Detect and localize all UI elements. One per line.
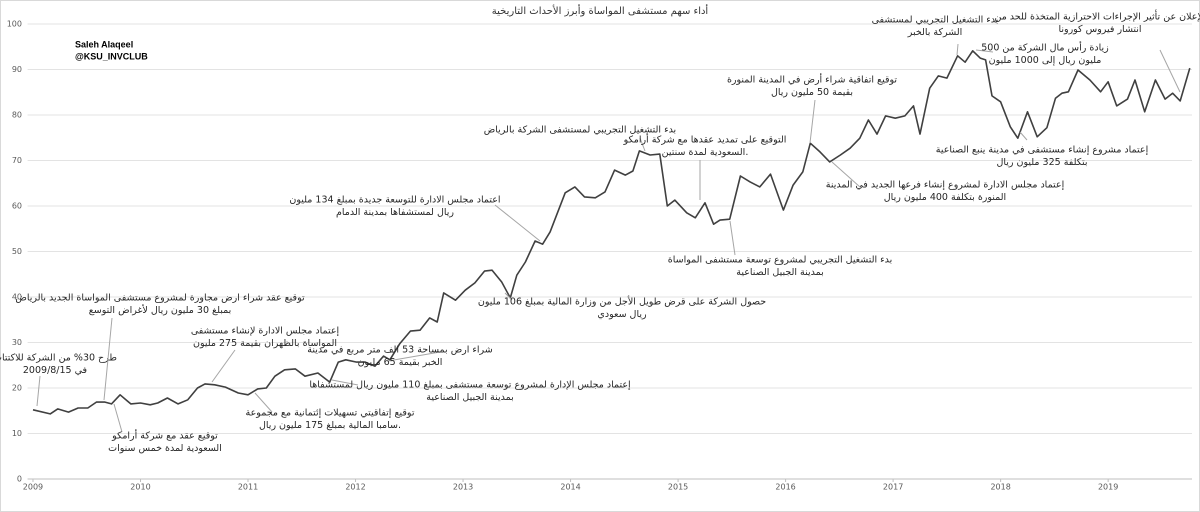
annotation: توقيع عقد شراء ارض مجاورة لمشروع مستشفى … [15, 293, 305, 304]
annotation-leader [103, 317, 113, 401]
annotation-leader [331, 379, 359, 386]
annotation: سامبا المالية بمبلغ 175 مليون ريال. [259, 420, 401, 431]
annotation-leader [975, 49, 994, 53]
annotation-leader [639, 137, 646, 152]
annotation: السعودية لمدة خمس سنوات [108, 443, 222, 454]
y-tick-label: 70 [12, 156, 22, 165]
x-tick-label: 2011 [238, 483, 258, 492]
annotation-leader [36, 375, 41, 407]
annotation-leader [211, 349, 236, 383]
x-tick-label: 2019 [1098, 483, 1118, 492]
annotation-leader [1019, 131, 1028, 141]
annotation-leader [113, 403, 123, 433]
annotation-leader [831, 161, 861, 188]
annotation: إعتماد مجلس الادارة لإنشاء مستشفى [191, 326, 340, 337]
annotation: بدء التشغيل التجريبي لمستشفى الشركة بالر… [484, 125, 676, 136]
annotation-leader [1159, 49, 1181, 93]
annotation: الخبر بقيمة 65 مليون [358, 357, 443, 368]
annotation: المواساة بالظهران بقيمة 275 مليون [193, 338, 337, 349]
annotation: بقيمة 50 مليون ريال [771, 87, 853, 98]
annotation: بدء التشغيل التجريبي لمشروع توسعة مستشفى… [668, 255, 893, 266]
annotation: توقيع اتفاقية شراء أرض في المدينة المنور… [727, 73, 897, 86]
annotation-leader [729, 220, 736, 256]
y-tick-label: 20 [12, 384, 22, 393]
annotation: طرح 30% من الشركة للاكتتاب [0, 353, 117, 364]
annotation-leader [504, 292, 513, 301]
y-tick-label: 60 [12, 202, 22, 211]
annotation: بمبلغ 30 مليون ريال لأغراض التوسع [89, 304, 232, 316]
y-tick-label: 10 [12, 429, 22, 438]
y-tick-label: 80 [12, 111, 22, 120]
price-line [32, 50, 1191, 415]
y-tick-label: 40 [12, 293, 22, 302]
annotation: الشركة بالخبر [907, 27, 963, 38]
x-tick-label: 2014 [560, 483, 580, 492]
y-tick-label: 100 [7, 20, 22, 29]
annotation: السعودية لمدة سنتين. [662, 147, 749, 158]
annotation: إعتماد مشروع إنشاء مستشفى في مدينة ينبع … [936, 145, 1149, 156]
annotation: إعتماد مجلس الادارة لمشروع إنشاء فرعها ا… [826, 180, 1065, 191]
annotation-leader [494, 204, 541, 242]
annotation: شراء ارض بمساحة 53 الف متر مربع في مدينة [307, 345, 493, 356]
annotation: بدء التشغيل التجريبي لمستشفى [872, 15, 999, 26]
annotation: حصول الشركة على قرض طويل الأجل من وزارة … [478, 296, 766, 308]
annotation-leader [956, 43, 959, 56]
annotation: توقيع عقد مع شركة أرامكو [111, 429, 218, 442]
annotation: المنورة بتكلفة 400 مليون ريال [884, 192, 1006, 203]
y-tick-label: 0 [17, 475, 22, 484]
chart-title: أداء سهم مستشفى المواساة وأبرز الأحداث ا… [492, 4, 709, 17]
annotation: إعتماد مجلس الإدارة لمشروع توسعة مستشفى … [309, 380, 631, 391]
annotation-leader [809, 99, 816, 144]
annotation: توقيع إتفاقيتي تسهيلات إئتمانية مع مجموع… [246, 408, 415, 419]
watermark: Saleh Alaqeel [75, 39, 133, 49]
y-tick-label: 30 [12, 338, 22, 347]
x-tick-label: 2017 [883, 483, 903, 492]
annotation: ريال لمستشفاها بمدينة الدمام [336, 207, 454, 218]
x-tick-label: 2015 [668, 483, 688, 492]
y-tick-label: 50 [12, 247, 22, 256]
annotation: بتكلفة 325 مليون ريال [996, 157, 1087, 168]
annotation: انتشار فيروس كورونا [1058, 24, 1141, 35]
annotation: مليون ريال إلى 1000 مليون [989, 55, 1102, 66]
annotation: بمدينة الجبيل الصناعية [426, 392, 514, 403]
annotation-leader [254, 392, 273, 413]
annotation: ريال سعودي [597, 309, 647, 320]
x-tick-label: 2009 [23, 483, 43, 492]
annotation: الإعلان عن تأثير الإجراءات الاحترازية ال… [994, 10, 1200, 23]
annotation: بمدينة الجبيل الصناعية [736, 267, 824, 278]
watermark: @KSU_INVCLUB [75, 51, 148, 61]
x-tick-label: 2010 [130, 483, 150, 492]
annotation: زيادة رأس مال الشركة من 500 [981, 41, 1109, 54]
x-tick-label: 2012 [345, 483, 365, 492]
x-tick-label: 2016 [775, 483, 795, 492]
annotation: اعتماد مجلس الادارة للتوسعة جديدة بمبلغ … [289, 195, 500, 206]
annotation: التوقيع على تمديد عقدها مع شركة أرامكو [623, 133, 787, 146]
x-tick-label: 2018 [990, 483, 1010, 492]
annotation-leader [387, 351, 441, 362]
x-tick-label: 2013 [453, 483, 473, 492]
y-tick-label: 90 [12, 65, 22, 74]
annotation: في 2009/8/15 [23, 365, 87, 376]
